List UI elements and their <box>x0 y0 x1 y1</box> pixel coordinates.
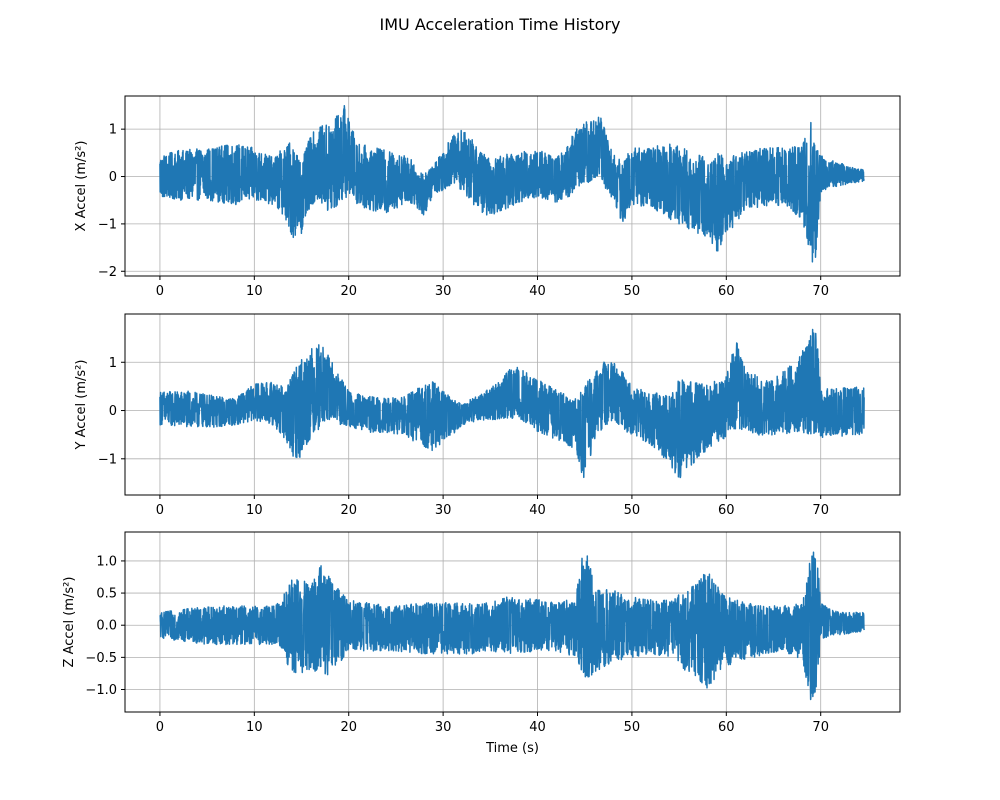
xtick-label-x-20: 20 <box>340 284 357 299</box>
xtick-label-x-0: 0 <box>156 284 164 299</box>
axes-frame-y <box>124 313 901 496</box>
xtick-label-z-0: 0 <box>156 720 164 735</box>
axes-frame-z <box>124 531 901 713</box>
ylabel-z: Z Accel (m/s²) <box>62 577 77 668</box>
ytick-label-y-0: −1 <box>98 452 117 467</box>
series-line-y-accel <box>159 328 865 479</box>
xtick-label-y-40: 40 <box>529 503 546 518</box>
ytick-label-z-1: −0.5 <box>85 651 117 666</box>
xtick-label-z-30: 30 <box>435 720 452 735</box>
xtick-label-x-30: 30 <box>435 284 452 299</box>
xtick-label-y-10: 10 <box>246 503 263 518</box>
ylabel-y: Y Accel (m/s²) <box>74 360 89 451</box>
ytick-label-y-2: 1 <box>109 356 117 371</box>
panel-y-accel: 0 10 20 30 40 50 60 70 −1 0 1 Y Accel (m/s²) <box>74 313 901 518</box>
xtick-label-z-70: 70 <box>812 720 829 735</box>
xtick-label-y-30: 30 <box>435 503 452 518</box>
panel-x-accel: 0 10 20 30 40 50 60 70 −2 −1 0 1 X Accel (m/s²) <box>74 95 901 299</box>
ytick-label-z-3: 0.5 <box>96 587 117 602</box>
xtick-label-x-60: 60 <box>718 284 735 299</box>
axes-frame-x <box>124 95 901 277</box>
series-line-z-accel <box>159 551 865 701</box>
ytick-label-x-3: 1 <box>109 123 117 138</box>
xtick-label-y-70: 70 <box>812 503 829 518</box>
xtick-label-y-50: 50 <box>624 503 641 518</box>
figure-title: IMU Acceleration Time History <box>380 15 621 34</box>
series-line-x-accel <box>159 105 865 263</box>
ytick-label-x-2: 0 <box>109 170 117 185</box>
ytick-label-x-0: −2 <box>98 265 117 280</box>
xtick-label-y-20: 20 <box>340 503 357 518</box>
xtick-label-z-10: 10 <box>246 720 263 735</box>
xlabel-z: Time (s) <box>485 741 539 756</box>
ytick-label-x-1: −1 <box>98 217 117 232</box>
xtick-label-z-40: 40 <box>529 720 546 735</box>
xtick-label-z-60: 60 <box>718 720 735 735</box>
xtick-label-x-70: 70 <box>812 284 829 299</box>
xtick-label-z-20: 20 <box>340 720 357 735</box>
xtick-label-z-50: 50 <box>624 720 641 735</box>
ytick-label-z-0: −1.0 <box>85 683 117 698</box>
ylabel-x: X Accel (m/s²) <box>74 141 89 232</box>
xtick-label-x-50: 50 <box>624 284 641 299</box>
panel-z-accel: 0 10 20 30 40 50 60 70 −1.0 −0.5 0.0 0.5 1.0 Z Accel … <box>62 531 901 756</box>
xtick-label-y-60: 60 <box>718 503 735 518</box>
xtick-label-y-0: 0 <box>156 503 164 518</box>
ytick-label-y-1: 0 <box>109 404 117 419</box>
xtick-label-x-10: 10 <box>246 284 263 299</box>
ytick-label-z-2: 0.0 <box>96 619 117 634</box>
ytick-label-z-4: 1.0 <box>96 554 117 569</box>
xtick-label-x-40: 40 <box>529 284 546 299</box>
